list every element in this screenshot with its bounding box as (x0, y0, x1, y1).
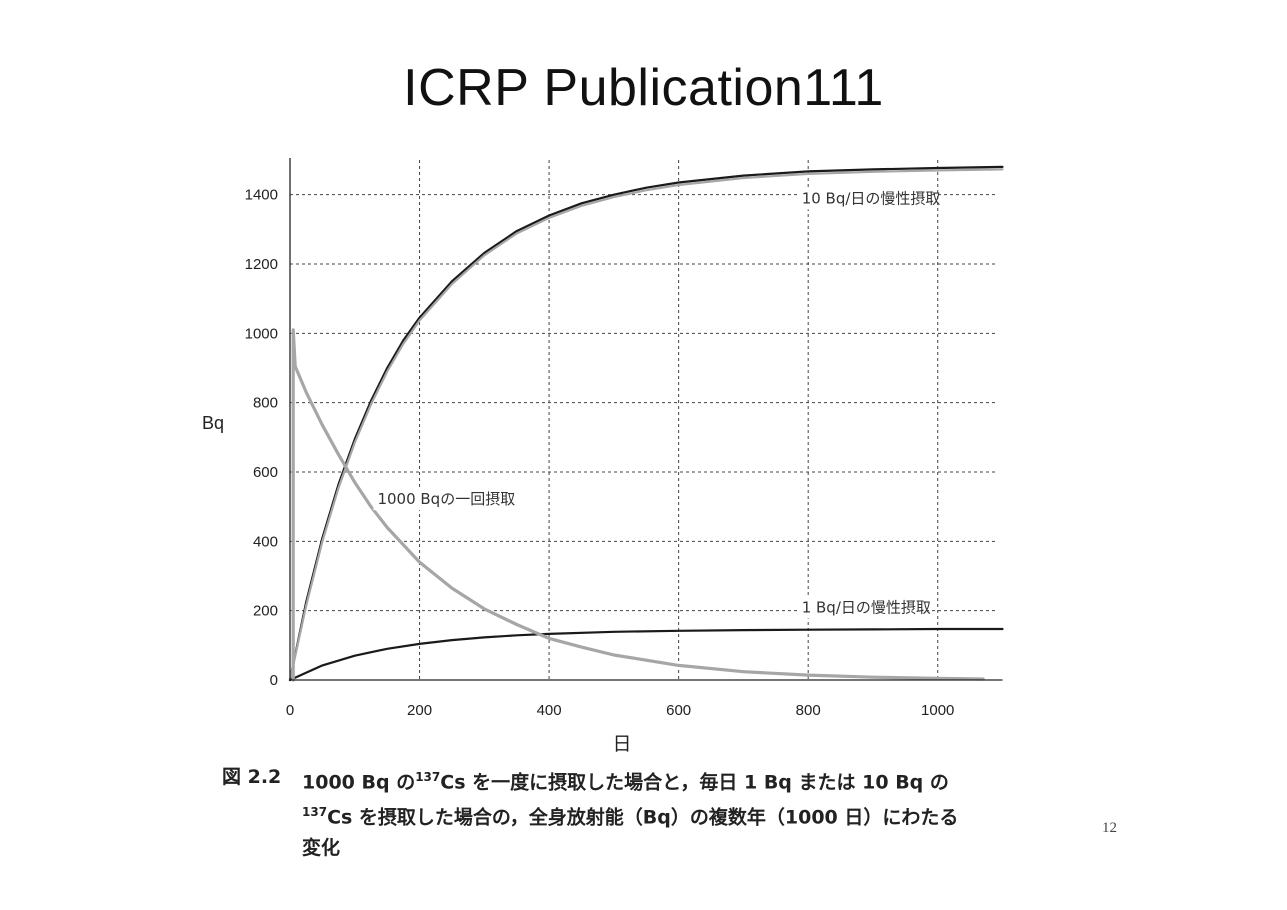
caption-line-3: 変化 (302, 836, 341, 859)
page-number: 12 (1102, 820, 1117, 836)
series-line-1 (288, 165, 1004, 682)
annotation-label: 1000 Bqの一回摂取 (377, 490, 515, 508)
caption-line-2-post: Cs を摂取した場合の，全身放射能（Bq）の複数年（1000 日）にわたる (327, 806, 959, 829)
y-tick-label: 1000 (245, 325, 278, 342)
y-tick-label: 1400 (245, 187, 278, 204)
y-tick-label: 600 (253, 464, 278, 481)
annotations: 10 Bq/日の慢性摂取 1000 Bqの一回摂取 1 Bq/日の慢性摂取 (373, 188, 941, 619)
series-line-4 (291, 328, 985, 682)
caption-line-1: 1000 Bq の137Cs を一度に摂取した場合と，毎日 1 Bq または 1… (302, 762, 1022, 797)
caption-line-1-pre: 1000 Bq の (302, 771, 416, 794)
slide-title: ICRP Publication111 (403, 59, 884, 117)
y-tick-label: 1200 (245, 256, 278, 273)
y-tick-label: 200 (253, 603, 278, 620)
x-axis-label: 日 (612, 733, 631, 755)
y-tick-label: 400 (253, 533, 278, 550)
annotation-bg (797, 188, 932, 210)
series-line-2 (288, 168, 1004, 682)
y-axis-label: Bq (202, 413, 224, 433)
y-tick-label: 800 (253, 395, 278, 412)
figure-number: 図 2.2 (222, 766, 282, 788)
x-tick-label: 1000 (921, 702, 954, 719)
x-tick-label: 600 (666, 702, 691, 719)
annotation-label: 10 Bq/日の慢性摂取 (802, 189, 941, 207)
x-tick-label: 400 (537, 702, 562, 719)
annotation-bg (373, 489, 508, 511)
data-series (288, 165, 1004, 682)
axes: 0 200 400 600 800 1000 0 200 400 600 800 1000 1200 14… (202, 158, 1003, 755)
x-tick-label: 200 (407, 702, 432, 719)
caption-line-1-post: Cs を一度に摂取した場合と，毎日 1 Bq または 10 Bq の (440, 771, 949, 794)
x-tick-label: 800 (796, 702, 821, 719)
annotation-bg (797, 597, 922, 619)
caption-line-1-sup: 137 (415, 770, 441, 784)
x-tick-label: 0 (286, 702, 294, 719)
caption-line-2-sup: 137 (302, 805, 328, 820)
caption-line-2: 137Cs を摂取した場合の，全身放射能（Bq）の複数年（1000 日）にわたる (302, 797, 1022, 832)
series-line-3 (288, 627, 1004, 682)
y-tick-label: 0 (270, 672, 278, 689)
annotation-label: 1 Bq/日の慢性摂取 (802, 598, 931, 616)
